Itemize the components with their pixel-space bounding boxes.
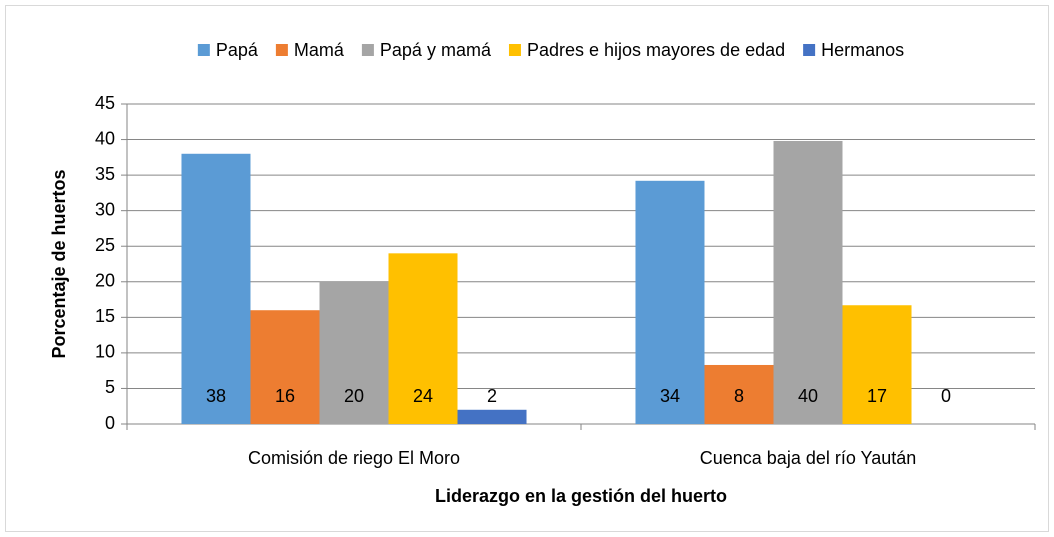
y-tick-label: 10 bbox=[95, 342, 115, 362]
data-label: 8 bbox=[734, 386, 744, 406]
bar bbox=[250, 310, 320, 424]
bar bbox=[635, 180, 705, 424]
data-label: 20 bbox=[344, 386, 364, 406]
y-tick-label: 30 bbox=[95, 199, 115, 219]
bar bbox=[181, 153, 251, 424]
bar bbox=[319, 281, 389, 424]
bar bbox=[842, 305, 912, 424]
data-label: 16 bbox=[275, 386, 295, 406]
bar bbox=[388, 253, 458, 424]
x-tick-label: Cuenca baja del río Yaután bbox=[700, 448, 917, 468]
data-label: 34 bbox=[660, 386, 680, 406]
y-tick-label: 35 bbox=[95, 164, 115, 184]
chart-border bbox=[5, 5, 1049, 532]
x-axis-title: Liderazgo en la gestión del huerto bbox=[435, 486, 727, 506]
data-label: 38 bbox=[206, 386, 226, 406]
y-tick-label: 45 bbox=[95, 93, 115, 113]
y-tick-label: 0 bbox=[105, 413, 115, 433]
legend-swatch bbox=[361, 44, 374, 56]
data-label: 17 bbox=[867, 386, 887, 406]
data-label: 2 bbox=[487, 386, 497, 406]
bar bbox=[704, 364, 774, 424]
legend-swatch bbox=[197, 44, 210, 56]
legend-label: Papá y mamá bbox=[380, 40, 492, 60]
y-tick-label: 25 bbox=[95, 235, 115, 255]
data-label: 40 bbox=[798, 386, 818, 406]
data-label: 24 bbox=[413, 386, 433, 406]
y-tick-label: 20 bbox=[95, 271, 115, 291]
legend-label: Padres e hijos mayores de edad bbox=[527, 40, 785, 60]
legend-label: Mamá bbox=[294, 40, 345, 60]
legend-swatch bbox=[508, 44, 521, 56]
legend-label: Hermanos bbox=[821, 40, 904, 60]
legend-swatch bbox=[803, 44, 816, 56]
y-tick-label: 5 bbox=[105, 377, 115, 397]
bar bbox=[457, 409, 527, 424]
data-label: 0 bbox=[941, 386, 951, 406]
legend-swatch bbox=[275, 44, 288, 56]
y-axis-title: Porcentaje de huertos bbox=[49, 169, 69, 358]
y-tick-label: 40 bbox=[95, 128, 115, 148]
bar bbox=[773, 140, 843, 424]
y-tick-label: 15 bbox=[95, 306, 115, 326]
legend-label: Papá bbox=[216, 40, 259, 60]
x-tick-label: Comisión de riego El Moro bbox=[248, 448, 460, 468]
